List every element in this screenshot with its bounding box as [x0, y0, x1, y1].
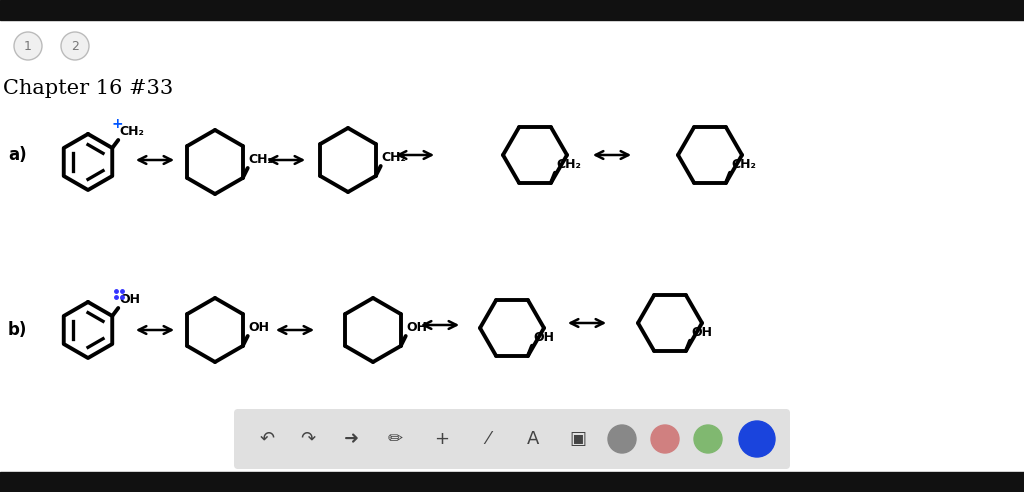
- Text: OH: OH: [249, 321, 269, 334]
- Text: ✏: ✏: [387, 430, 402, 448]
- Text: CH₂: CH₂: [249, 153, 273, 166]
- Text: OH: OH: [534, 331, 554, 344]
- Text: ⁄: ⁄: [486, 430, 489, 448]
- Circle shape: [14, 32, 42, 60]
- Text: +: +: [112, 117, 123, 131]
- Text: ↶: ↶: [259, 430, 274, 448]
- Text: ↷: ↷: [300, 430, 315, 448]
- Text: +: +: [434, 430, 450, 448]
- Bar: [0, 472, 1024, 492]
- Text: OH: OH: [119, 293, 140, 306]
- Text: Chapter 16 #33: Chapter 16 #33: [3, 79, 173, 97]
- Text: 1: 1: [24, 39, 32, 53]
- Text: A: A: [526, 430, 540, 448]
- Text: CH₂: CH₂: [731, 158, 756, 171]
- Text: CH₂: CH₂: [119, 125, 144, 138]
- Text: a): a): [8, 146, 27, 164]
- Circle shape: [739, 421, 775, 457]
- Circle shape: [694, 425, 722, 453]
- Text: OH: OH: [407, 321, 428, 334]
- Text: CH₂: CH₂: [382, 151, 407, 164]
- Circle shape: [608, 425, 636, 453]
- Bar: [0, 0, 1024, 20]
- Circle shape: [61, 32, 89, 60]
- Text: 2: 2: [71, 39, 79, 53]
- FancyBboxPatch shape: [234, 409, 790, 469]
- Text: ▣: ▣: [569, 430, 587, 448]
- Text: CH₂: CH₂: [556, 158, 581, 171]
- Circle shape: [651, 425, 679, 453]
- Text: OH: OH: [691, 326, 712, 338]
- Text: b): b): [8, 321, 28, 339]
- Text: ➜: ➜: [344, 430, 359, 448]
